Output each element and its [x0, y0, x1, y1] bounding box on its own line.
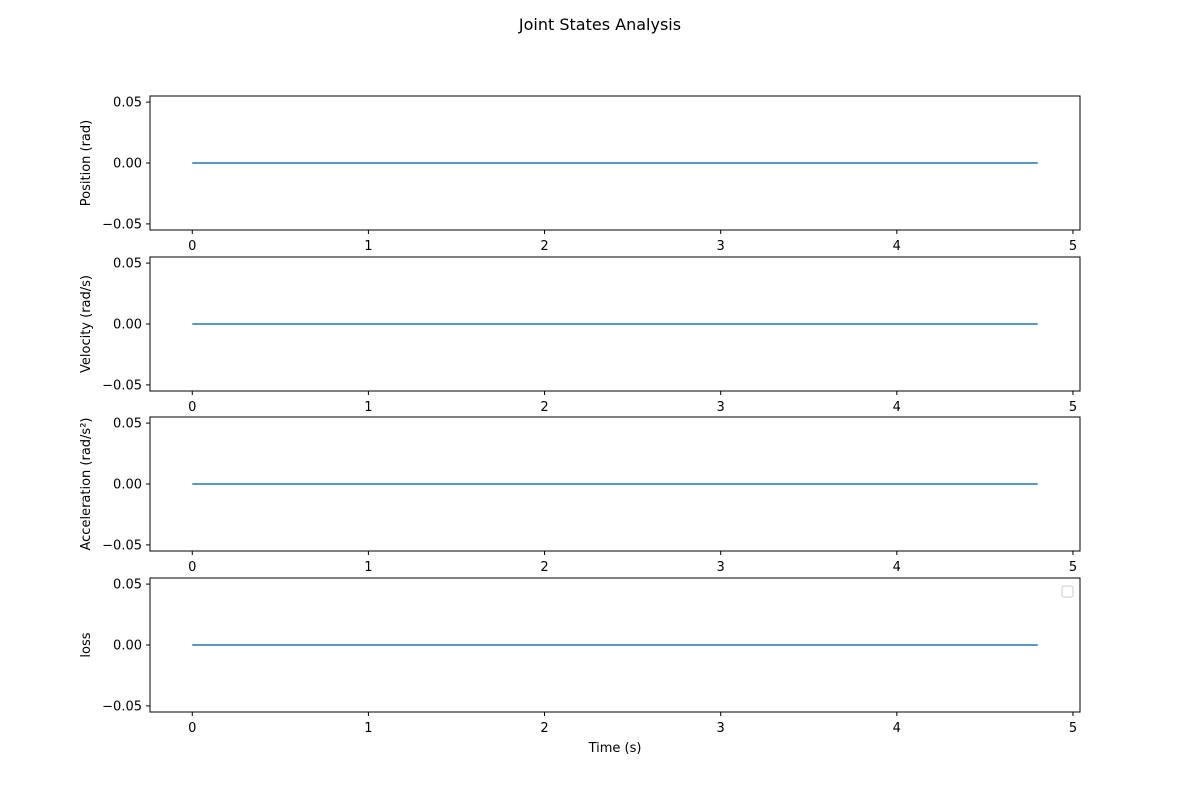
x-tick-label: 3 — [717, 400, 725, 415]
y-tick-label: −0.05 — [102, 378, 142, 393]
x-tick-label: 3 — [717, 721, 725, 736]
y-axis-label: Velocity (rad/s) — [79, 275, 94, 373]
x-axis-label: Time (s) — [588, 741, 642, 756]
subplot-3: 0 1 2 3 4 5 0.05 0.00 −0.05 Acceleration (rad/s²) — [79, 416, 1081, 575]
x-tick-label: 5 — [1069, 400, 1077, 415]
y-axis-label: Position (rad) — [79, 120, 94, 206]
subplot-4: 0 1 2 3 4 5 0.05 0.00 −0.05 loss Time (s) — [79, 577, 1081, 756]
x-tick-label: 1 — [364, 239, 372, 254]
x-tick-label: 0 — [188, 721, 196, 736]
chart-title: Joint States Analysis — [518, 15, 681, 34]
y-tick-label: 0.05 — [113, 257, 142, 272]
x-tick-label: 4 — [893, 721, 901, 736]
x-tick-label: 5 — [1069, 239, 1077, 254]
x-tick-label: 3 — [717, 239, 725, 254]
x-tick-label: 2 — [540, 400, 548, 415]
x-tick-label: 1 — [364, 400, 372, 415]
y-tick-label: −0.05 — [102, 538, 142, 553]
y-axis-label: Acceleration (rad/s²) — [79, 418, 94, 551]
y-tick-label: 0.00 — [113, 157, 142, 172]
y-tick-label: 0.00 — [113, 639, 142, 654]
x-tick-label: 2 — [540, 560, 548, 575]
y-tick-label: 0.05 — [113, 578, 142, 593]
x-tick-label: 2 — [540, 721, 548, 736]
y-tick-label: 0.00 — [113, 478, 142, 493]
x-tick-label: 3 — [717, 560, 725, 575]
legend-box — [1061, 585, 1074, 598]
subplot-2: 0 1 2 3 4 5 0.05 0.00 −0.05 Velocity (rad/s) — [79, 256, 1081, 415]
y-tick-label: −0.05 — [102, 699, 142, 714]
y-tick-label: 0.00 — [113, 318, 142, 333]
x-tick-label: 5 — [1069, 560, 1077, 575]
x-tick-label: 5 — [1069, 721, 1077, 736]
x-tick-label: 2 — [540, 239, 548, 254]
x-tick-label: 4 — [893, 560, 901, 575]
subplot-1: 0 1 2 3 4 5 0.05 0.00 −0.05 Position (rad) — [79, 95, 1081, 254]
y-tick-label: −0.05 — [102, 217, 142, 232]
x-tick-label: 1 — [364, 721, 372, 736]
y-axis-label: loss — [79, 632, 94, 657]
x-tick-label: 0 — [188, 239, 196, 254]
x-tick-label: 4 — [893, 400, 901, 415]
y-tick-label: 0.05 — [113, 417, 142, 432]
y-tick-label: 0.05 — [113, 96, 142, 111]
x-tick-label: 0 — [188, 400, 196, 415]
x-tick-label: 1 — [364, 560, 372, 575]
x-tick-label: 4 — [893, 239, 901, 254]
x-tick-label: 0 — [188, 560, 196, 575]
